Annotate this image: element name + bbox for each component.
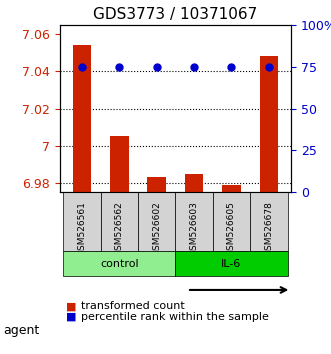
- FancyBboxPatch shape: [138, 192, 175, 251]
- FancyBboxPatch shape: [213, 192, 250, 251]
- Text: ■: ■: [66, 301, 77, 311]
- Text: GSM526561: GSM526561: [77, 201, 86, 256]
- FancyBboxPatch shape: [175, 251, 288, 276]
- Bar: [222, 185, 241, 354]
- FancyBboxPatch shape: [63, 251, 175, 276]
- Text: percentile rank within the sample: percentile rank within the sample: [81, 312, 269, 322]
- Text: GSM526678: GSM526678: [264, 201, 273, 256]
- Bar: [260, 56, 278, 354]
- Bar: [110, 137, 129, 354]
- Text: transformed count: transformed count: [81, 301, 185, 311]
- Text: IL-6: IL-6: [221, 258, 242, 269]
- Text: control: control: [100, 258, 139, 269]
- Text: ■: ■: [66, 312, 77, 322]
- Title: GDS3773 / 10371067: GDS3773 / 10371067: [93, 7, 258, 22]
- Text: GSM526602: GSM526602: [152, 201, 161, 256]
- Text: GSM526605: GSM526605: [227, 201, 236, 256]
- FancyBboxPatch shape: [250, 192, 288, 251]
- Text: GSM526603: GSM526603: [190, 201, 199, 256]
- FancyBboxPatch shape: [63, 192, 101, 251]
- Text: GSM526562: GSM526562: [115, 201, 124, 256]
- FancyBboxPatch shape: [101, 192, 138, 251]
- FancyBboxPatch shape: [175, 192, 213, 251]
- Bar: [185, 174, 204, 354]
- Bar: [147, 177, 166, 354]
- Text: agent: agent: [3, 325, 40, 337]
- Bar: [73, 45, 91, 354]
